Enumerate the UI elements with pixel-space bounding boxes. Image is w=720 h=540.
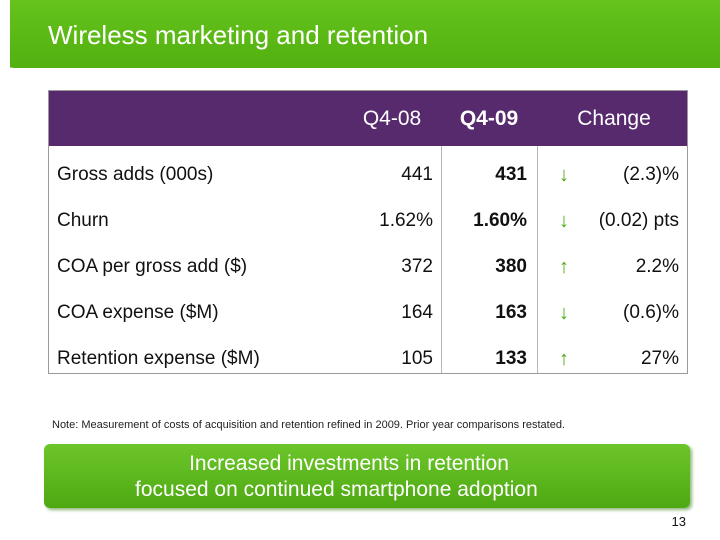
value-change: (2.3)% [623,164,679,185]
callout-box: Increased investments in retention focus… [44,444,690,508]
up-arrow-icon: ↑ [559,348,569,370]
row-label: Retention expense ($M) [57,348,260,369]
slide-title: Wireless marketing and retention [48,20,429,50]
callout-line-2: focused on continued smartphone adoption [135,478,538,501]
table-row: Retention expense ($M) 105 133 ↑ 27% [49,337,687,383]
value-q4-08: 1.62% [379,210,433,231]
row-label: COA expense ($M) [57,302,219,323]
down-arrow-icon: ↓ [559,164,569,186]
down-arrow-icon: ↓ [559,302,569,324]
value-change: 27% [640,348,679,369]
up-arrow-icon: ↑ [559,256,569,278]
value-q4-09: 431 [495,164,527,185]
callout-line-1: Increased investments in retention [189,452,509,475]
value-change: (0.6)% [623,302,679,323]
value-q4-09: 1.60% [473,210,527,231]
value-q4-09: 163 [495,302,527,323]
row-label: Gross adds (000s) [57,164,214,185]
title-bar: Wireless marketing and retention [0,0,720,68]
column-divider [441,146,442,373]
value-change: (0.02) pts [598,210,679,231]
table-row: COA expense ($M) 164 163 ↓ (0.6)% [49,291,687,337]
value-q4-08: 372 [401,256,433,277]
down-arrow-icon: ↓ [559,210,569,232]
row-label: COA per gross add ($) [57,256,248,277]
header-q4-08: Q4-08 [362,107,422,130]
value-q4-08: 164 [401,302,433,323]
value-q4-09: 133 [495,348,527,369]
header-q4-09: Q4-09 [459,107,519,130]
header-change: Change [577,107,651,130]
page-number: 13 [671,514,686,529]
title-bar-accent [0,0,10,68]
table-row: Churn 1.62% 1.60% ↓ (0.02) pts [49,199,687,245]
value-q4-08: 441 [401,164,433,185]
value-q4-08: 105 [401,348,433,369]
table-row: COA per gross add ($) 372 380 ↑ 2.2% [49,245,687,291]
value-q4-09: 380 [495,256,527,277]
metrics-table: Q4-08 Q4-09 Change Gross adds (000s) 441… [48,90,688,374]
table-header: Q4-08 Q4-09 Change [49,91,687,146]
row-label: Churn [57,210,109,231]
footnote: Note: Measurement of costs of acquisitio… [52,419,565,431]
table-row: Gross adds (000s) 441 431 ↓ (2.3)% [49,153,687,199]
value-change: 2.2% [635,256,679,277]
column-divider [537,146,538,373]
